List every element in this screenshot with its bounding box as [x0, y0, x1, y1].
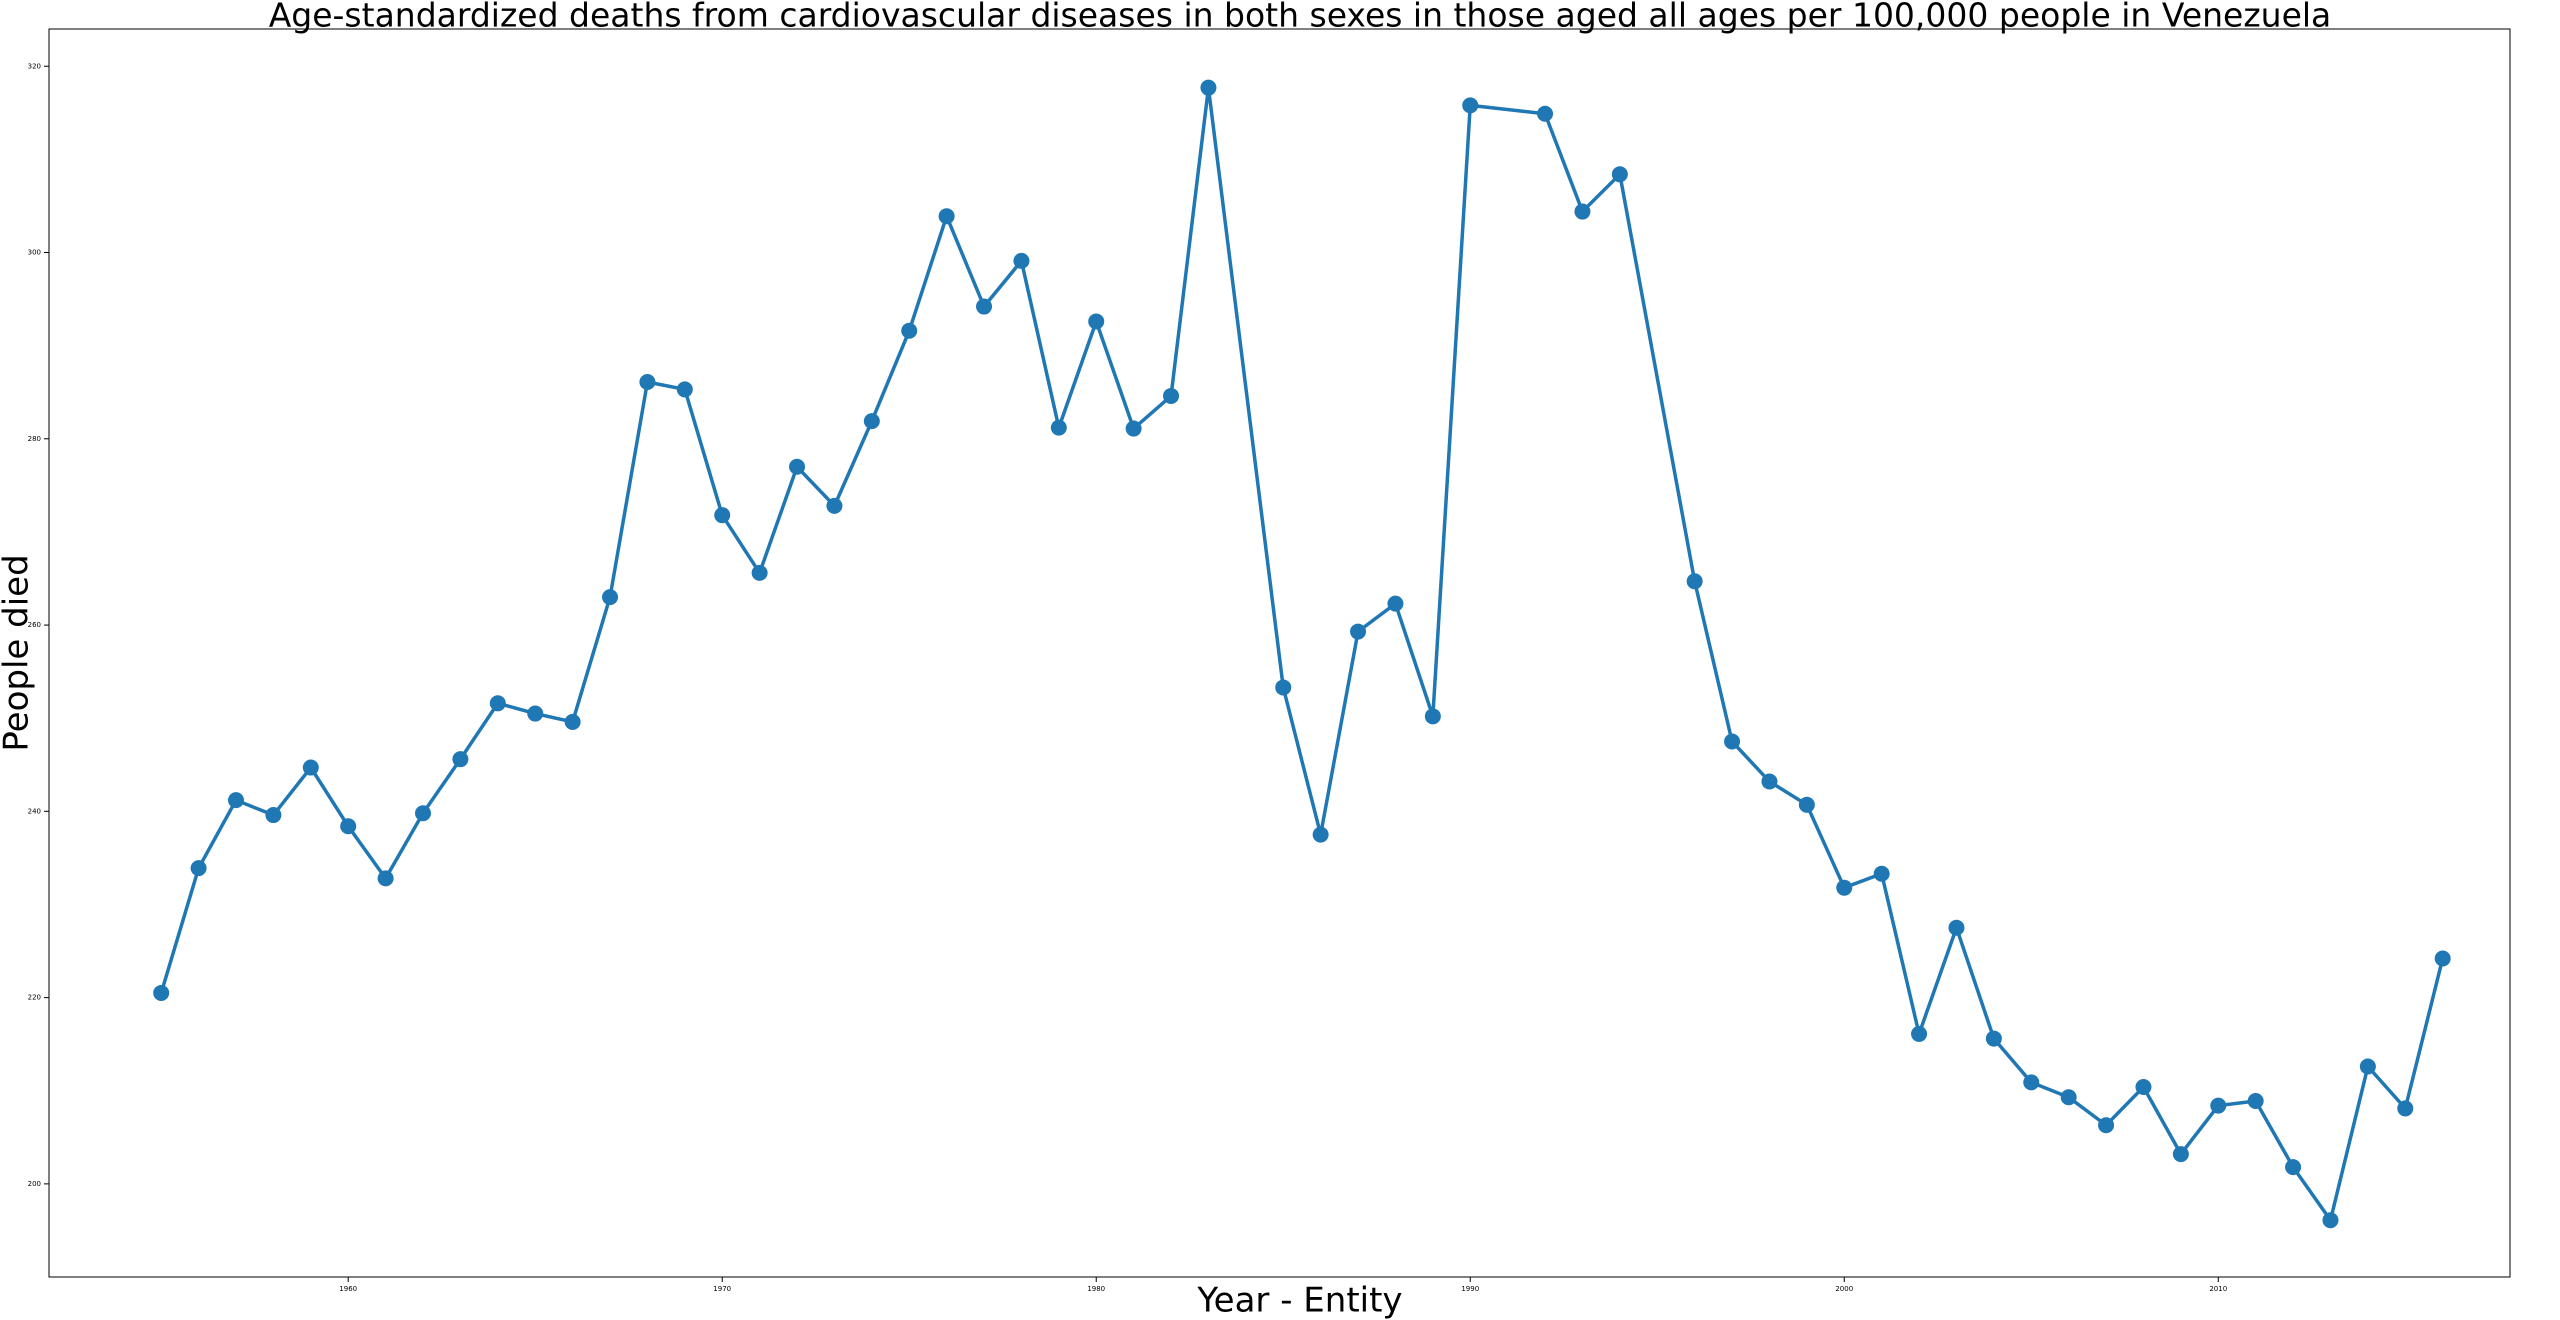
data-point: [714, 507, 731, 524]
data-point: [1537, 105, 1554, 122]
data-point: [1312, 826, 1329, 843]
data-point: [2397, 1100, 2414, 1117]
y-tick-label: 320: [28, 62, 41, 70]
data-point: [1462, 97, 1479, 114]
data-point: [2247, 1092, 2264, 1109]
data-point: [265, 807, 282, 824]
data-point: [1686, 573, 1703, 590]
data-point: [377, 870, 394, 887]
data-point: [938, 208, 955, 225]
data-point: [901, 322, 918, 339]
data-point: [2322, 1212, 2339, 1229]
data-point: [228, 792, 245, 809]
data-point: [826, 497, 843, 514]
data-point: [302, 759, 319, 776]
data-point: [1088, 313, 1105, 330]
data-point: [751, 564, 768, 581]
data-point: [1911, 1025, 1928, 1042]
data-point: [1125, 420, 1142, 437]
data-point: [2098, 1117, 2115, 1134]
data-point: [2210, 1097, 2227, 1114]
data-point: [2023, 1074, 2040, 1091]
data-point: [789, 458, 806, 475]
data-point: [2434, 950, 2451, 967]
data-point: [1350, 623, 1367, 640]
axes-frame: [48, 28, 2511, 1278]
data-point: [1424, 708, 1441, 725]
data-point: [1948, 919, 1965, 936]
y-tick-label: 240: [28, 807, 41, 815]
data-point: [1836, 879, 1853, 896]
x-tick-label: 1960: [339, 1285, 357, 1293]
data-point: [1013, 252, 1030, 269]
data-point: [1200, 79, 1217, 96]
data-point: [2060, 1089, 2077, 1106]
data-point: [1798, 796, 1815, 813]
data-point: [1574, 203, 1591, 220]
data-point: [1724, 733, 1741, 750]
x-tick-label: 1970: [713, 1285, 731, 1293]
data-line: [159, 87, 2445, 1225]
data-point: [1873, 865, 1890, 882]
data-point: [1611, 166, 1628, 183]
y-axis-label: People died: [0, 554, 37, 751]
x-tick-label: 2000: [1835, 1285, 1853, 1293]
x-tick-label: 2010: [2209, 1285, 2227, 1293]
data-point: [564, 713, 581, 730]
data-point: [2359, 1058, 2376, 1075]
data-point: [415, 805, 432, 822]
data-point: [1163, 387, 1180, 404]
data-point: [2135, 1079, 2152, 1096]
data-point: [976, 298, 993, 315]
data-point: [1275, 679, 1292, 696]
data-point: [527, 705, 544, 722]
data-point: [2172, 1146, 2189, 1163]
data-point: [489, 695, 506, 712]
y-tick-label: 280: [28, 435, 41, 443]
x-tick-label: 1990: [1461, 1285, 1479, 1293]
data-point: [602, 589, 619, 606]
data-point: [639, 373, 656, 390]
data-point: [2285, 1159, 2302, 1176]
data-point: [676, 381, 693, 398]
x-axis-label: Year - Entity: [1196, 1281, 1402, 1320]
data-point: [190, 860, 207, 877]
data-point: [1761, 773, 1778, 790]
data-point: [153, 984, 170, 1001]
data-point: [340, 818, 357, 835]
data-point: [1985, 1030, 2002, 1047]
y-tick-label: 260: [28, 621, 41, 629]
y-tick-label: 300: [28, 249, 41, 257]
data-point: [863, 413, 880, 430]
data-point: [1050, 419, 1067, 436]
data-point: [1387, 595, 1404, 612]
y-tick-label: 200: [28, 1180, 41, 1188]
data-point: [452, 751, 469, 768]
y-tick-label: 220: [28, 994, 41, 1002]
x-tick-label: 1980: [1087, 1285, 1105, 1293]
